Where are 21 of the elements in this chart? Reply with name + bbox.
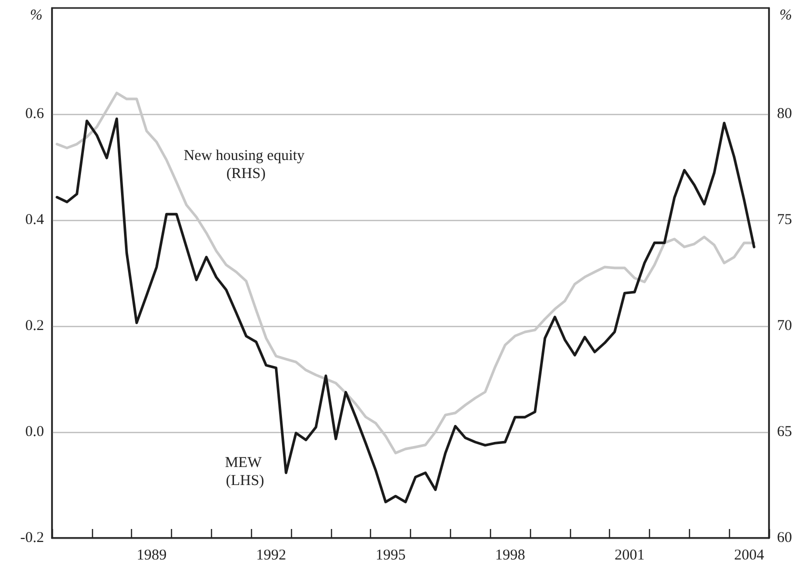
y-tick-label: 0.4 bbox=[25, 212, 44, 228]
series-label: New housing equity (RHS) bbox=[184, 148, 308, 182]
y2-tick-label: 70 bbox=[777, 318, 792, 334]
y2-tick-label: 65 bbox=[777, 424, 792, 440]
x-tick-label: 2004 bbox=[734, 548, 765, 564]
x-tick-label: 1989 bbox=[136, 548, 167, 564]
y-tick-label: -0.2 bbox=[20, 530, 44, 546]
y-tick-label: 0.6 bbox=[25, 106, 44, 122]
x-tick-label: 2001 bbox=[614, 548, 645, 564]
series-label: MEW (LHS) bbox=[224, 455, 266, 489]
x-tick-label: 1995 bbox=[376, 548, 406, 564]
line-series bbox=[56, 117, 756, 504]
x-tick-label: 1992 bbox=[256, 548, 286, 564]
y2-tick-label: 60 bbox=[777, 530, 792, 546]
y-tick-label: 0.2 bbox=[25, 318, 44, 334]
y2-tick-label: 75 bbox=[777, 212, 792, 228]
y2-axis-title: % bbox=[780, 8, 792, 24]
y-axis-title: % bbox=[30, 8, 42, 24]
y2-tick-label: 80 bbox=[777, 106, 792, 122]
x-tick-label: 1998 bbox=[495, 548, 526, 564]
y-tick-label: 0.0 bbox=[25, 424, 44, 440]
